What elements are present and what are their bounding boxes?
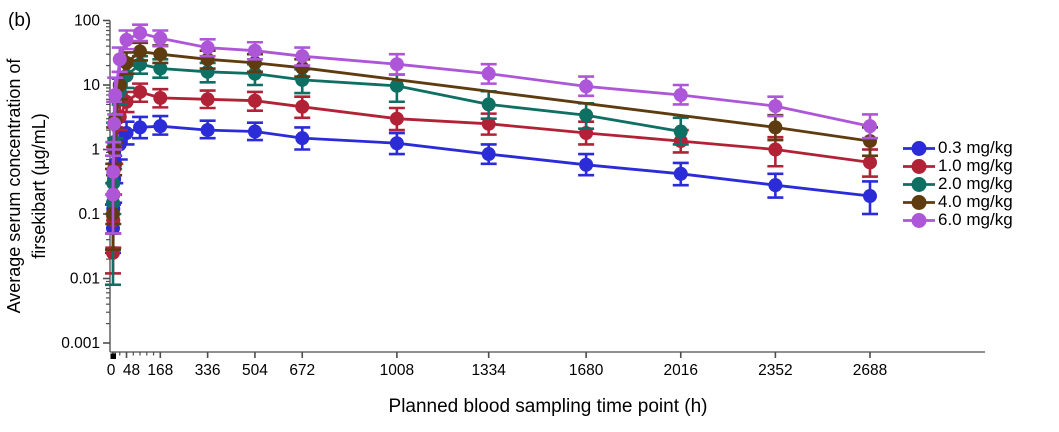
data-point-marker [153, 119, 168, 134]
legend-item-1-0-mg-kg: 1.0 mg/kg [903, 156, 1013, 175]
dose-time-square-icon [110, 353, 116, 359]
data-point-marker [106, 187, 120, 202]
data-point-marker [247, 66, 262, 81]
data-point-marker [200, 40, 215, 55]
legend-marker-icon [903, 194, 935, 210]
data-point-marker [673, 87, 688, 102]
data-point-marker [863, 155, 877, 170]
data-point-marker [133, 26, 148, 41]
data-point-marker [106, 164, 121, 179]
data-point-marker [579, 79, 594, 94]
data-point-marker [389, 136, 404, 151]
x-tick-label: 2352 [758, 362, 792, 379]
legend-marker-icon [903, 212, 935, 228]
legend-dot [911, 212, 927, 228]
data-point-marker [247, 43, 262, 58]
legend-marker-icon [903, 176, 935, 192]
data-point-marker [153, 61, 168, 76]
legend-label: 1.0 mg/kg [938, 156, 1013, 175]
legend-label: 0.3 mg/kg [938, 138, 1013, 157]
series-2-0-mg-kg [105, 54, 689, 287]
legend-marker-icon [903, 158, 935, 174]
data-point-marker [863, 189, 877, 204]
x-tick-label: 504 [242, 362, 268, 379]
data-point-marker [133, 44, 148, 59]
data-point-marker [389, 111, 404, 126]
data-point-marker [481, 97, 496, 112]
legend-marker-icon [903, 140, 935, 156]
data-point-marker [768, 120, 783, 135]
data-point-marker [153, 90, 168, 105]
data-point-marker [153, 47, 168, 62]
x-tick-label: 0 [107, 362, 116, 379]
y-tick-label: 0.1 [78, 206, 100, 223]
data-point-marker [673, 124, 688, 139]
data-point-marker [768, 142, 783, 157]
legend-dot [911, 176, 927, 192]
x-tick-label: 1334 [471, 362, 506, 379]
legend: 0.3 mg/kg 1.0 mg/kg 2.0 mg/kg 4.0 mg/kg 6.0 … [903, 138, 1013, 229]
data-point-marker [389, 57, 404, 72]
series-line [111, 124, 871, 229]
data-point-marker [295, 49, 310, 64]
data-point-marker [481, 147, 496, 162]
x-tick-label: 2688 [853, 362, 887, 379]
data-point-marker [389, 78, 404, 93]
data-point-marker [673, 166, 688, 181]
data-point-marker [200, 123, 215, 138]
x-tick-label: 336 [195, 362, 221, 379]
series-1-0-mg-kg [105, 82, 878, 275]
legend-label: 4.0 mg/kg [938, 192, 1013, 211]
x-tick-label: 1680 [569, 362, 604, 379]
y-tick-label: 0.001 [61, 335, 100, 352]
legend-item-6-0-mg-kg: 6.0 mg/kg [903, 210, 1013, 229]
data-point-marker [863, 119, 877, 134]
x-tick-label: 1008 [380, 362, 414, 379]
legend-dot [911, 140, 927, 156]
data-point-marker [108, 87, 123, 102]
legend-label: 6.0 mg/kg [938, 210, 1013, 229]
legend-item-4-0-mg-kg: 4.0 mg/kg [903, 192, 1013, 211]
data-point-marker [247, 93, 262, 108]
x-axis-title: Planned blood sampling time point (h) [388, 396, 708, 417]
data-point-marker [768, 99, 783, 114]
legend-item-0-3-mg-kg: 0.3 mg/kg [903, 138, 1013, 157]
x-tick-label: 672 [289, 362, 315, 379]
data-point-marker [579, 157, 594, 172]
y-tick-label: 10 [83, 77, 101, 94]
x-tick-label: 168 [147, 362, 173, 379]
x-tick-label: 2016 [664, 362, 698, 379]
legend-dot [911, 194, 927, 210]
y-tick-label: 0.01 [70, 271, 100, 288]
legend-dot [911, 158, 927, 174]
data-point-marker [133, 84, 148, 99]
data-point-marker [579, 108, 594, 123]
data-point-marker [107, 116, 122, 131]
data-point-marker [153, 31, 168, 46]
data-point-marker [481, 116, 496, 131]
series-6-0-mg-kg [105, 23, 878, 235]
data-point-marker [112, 52, 127, 67]
y-tick-label: 100 [74, 13, 100, 30]
data-point-marker [295, 99, 310, 114]
data-point-marker [200, 92, 215, 107]
data-point-marker [133, 120, 148, 135]
panel-label: (b) [8, 10, 32, 31]
data-point-marker [295, 131, 310, 146]
legend-item-2-0-mg-kg: 2.0 mg/kg [903, 174, 1013, 193]
data-point-marker [119, 32, 134, 47]
data-point-marker [481, 66, 496, 81]
legend-label: 2.0 mg/kg [938, 174, 1013, 193]
series-line [111, 90, 871, 253]
data-point-marker [247, 124, 262, 139]
y-tick-label: 1 [91, 142, 100, 159]
data-point-marker [768, 178, 783, 193]
series-0-3-mg-kg [105, 114, 878, 255]
x-tick-label: 48 [123, 362, 140, 379]
data-point-marker [295, 60, 310, 75]
